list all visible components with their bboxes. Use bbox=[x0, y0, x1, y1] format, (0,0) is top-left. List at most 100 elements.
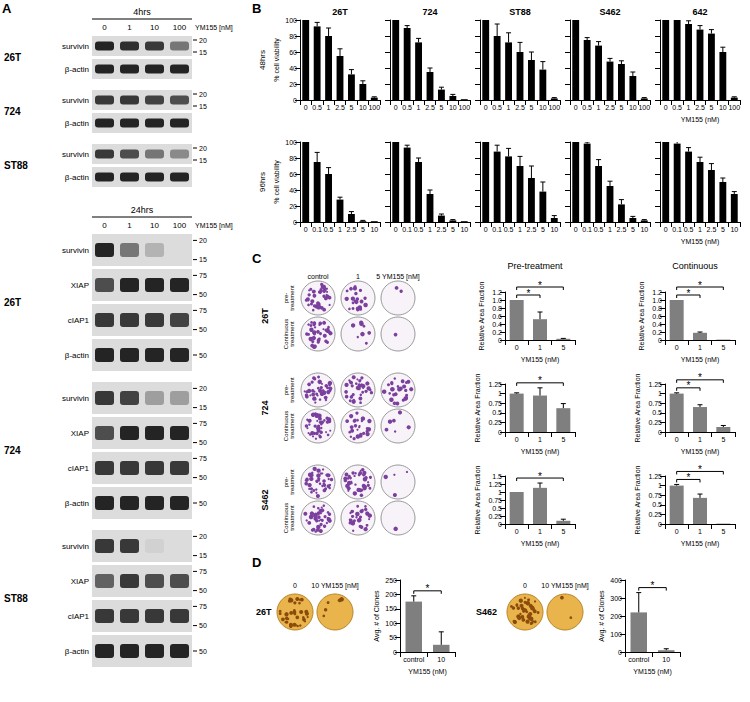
svg-text:0.1: 0.1 bbox=[672, 226, 682, 233]
svg-text:0.25: 0.25 bbox=[488, 513, 502, 520]
svg-text:10: 10 bbox=[460, 226, 468, 233]
svg-text:treatment: treatment bbox=[289, 285, 295, 311]
svg-text:20: 20 bbox=[289, 203, 297, 210]
svg-text:60: 60 bbox=[289, 171, 297, 178]
svg-text:15: 15 bbox=[199, 256, 207, 263]
svg-text:10: 10 bbox=[449, 104, 457, 111]
svg-text:β-actin: β-actin bbox=[65, 647, 89, 656]
svg-text:0: 0 bbox=[523, 582, 527, 589]
svg-text:1.25: 1.25 bbox=[488, 381, 502, 388]
svg-text:5: 5 bbox=[361, 226, 365, 233]
svg-text:Relative Area Fraction: Relative Area Fraction bbox=[634, 373, 641, 442]
svg-text:0.5: 0.5 bbox=[492, 104, 502, 111]
svg-text:Relative Area Fraction: Relative Area Fraction bbox=[474, 373, 481, 442]
svg-text:1: 1 bbox=[498, 489, 502, 496]
svg-text:0: 0 bbox=[304, 104, 308, 111]
svg-text:26T: 26T bbox=[256, 607, 272, 617]
svg-text:50: 50 bbox=[389, 634, 397, 641]
svg-text:0.1: 0.1 bbox=[582, 226, 592, 233]
svg-text:Pre-treatment: Pre-treatment bbox=[507, 261, 563, 271]
svg-text:treatment: treatment bbox=[289, 505, 295, 531]
svg-text:724: 724 bbox=[422, 7, 437, 17]
svg-text:75: 75 bbox=[199, 568, 207, 575]
svg-text:0.75: 0.75 bbox=[648, 492, 662, 499]
svg-text:0.6: 0.6 bbox=[492, 313, 502, 320]
svg-text:200: 200 bbox=[385, 591, 397, 598]
svg-text:1: 1 bbox=[658, 482, 662, 489]
svg-text:100: 100 bbox=[458, 104, 470, 111]
svg-text:0: 0 bbox=[664, 226, 668, 233]
svg-text:0.4: 0.4 bbox=[492, 321, 502, 328]
svg-text:1.25: 1.25 bbox=[488, 481, 502, 488]
svg-text:0.25: 0.25 bbox=[488, 419, 502, 426]
svg-text:1: 1 bbox=[338, 226, 342, 233]
svg-text:26T: 26T bbox=[4, 297, 21, 308]
svg-text:5: 5 bbox=[561, 528, 565, 535]
svg-text:2.5: 2.5 bbox=[695, 104, 705, 111]
svg-text:2.5: 2.5 bbox=[515, 104, 525, 111]
svg-text:100: 100 bbox=[285, 139, 297, 146]
svg-text:0.5: 0.5 bbox=[492, 505, 502, 512]
svg-text:26T: 26T bbox=[4, 52, 21, 63]
svg-text:S462: S462 bbox=[476, 607, 497, 617]
svg-text:0: 0 bbox=[498, 429, 502, 436]
svg-text:20: 20 bbox=[289, 81, 297, 88]
svg-text:200: 200 bbox=[610, 613, 622, 620]
svg-text:100: 100 bbox=[610, 631, 622, 638]
svg-text:0.5: 0.5 bbox=[492, 409, 502, 416]
svg-text:15: 15 bbox=[199, 103, 207, 110]
svg-text:*: * bbox=[538, 471, 542, 482]
svg-text:YM155 (nM): YM155 (nM) bbox=[681, 356, 720, 364]
svg-text:1: 1 bbox=[538, 528, 542, 535]
svg-text:80: 80 bbox=[289, 33, 297, 40]
svg-text:1.25: 1.25 bbox=[648, 473, 662, 480]
svg-text:75: 75 bbox=[199, 307, 207, 314]
svg-text:treatment: treatment bbox=[289, 469, 295, 495]
svg-text:YM155 (nM): YM155 (nM) bbox=[408, 668, 447, 676]
svg-text:XIAP: XIAP bbox=[71, 577, 89, 586]
svg-text:survivin: survivin bbox=[62, 42, 89, 51]
svg-text:1.0: 1.0 bbox=[492, 297, 502, 304]
svg-text:0: 0 bbox=[304, 226, 308, 233]
svg-text:% cell viability: % cell viability bbox=[273, 160, 281, 204]
svg-text:10 YM155 [nM]: 10 YM155 [nM] bbox=[541, 582, 588, 590]
svg-text:0: 0 bbox=[675, 436, 679, 443]
svg-text:0.8: 0.8 bbox=[492, 305, 502, 312]
svg-text:20: 20 bbox=[199, 385, 207, 392]
svg-text:YM155 (nM): YM155 (nM) bbox=[521, 540, 560, 548]
svg-text:20: 20 bbox=[199, 91, 207, 98]
svg-text:0.1: 0.1 bbox=[402, 226, 412, 233]
svg-text:1: 1 bbox=[698, 344, 702, 351]
svg-text:10: 10 bbox=[730, 226, 738, 233]
svg-text:0: 0 bbox=[293, 97, 297, 104]
svg-text:50: 50 bbox=[199, 587, 207, 594]
svg-text:15: 15 bbox=[199, 552, 207, 559]
svg-text:15: 15 bbox=[199, 157, 207, 164]
svg-text:C: C bbox=[252, 251, 262, 266]
svg-text:XIAP: XIAP bbox=[71, 281, 89, 290]
svg-text:10: 10 bbox=[640, 226, 648, 233]
svg-text:5: 5 bbox=[721, 344, 725, 351]
svg-text:2.5: 2.5 bbox=[605, 104, 615, 111]
svg-text:S462: S462 bbox=[260, 489, 270, 510]
svg-text:ST88: ST88 bbox=[509, 7, 531, 17]
svg-text:5: 5 bbox=[541, 226, 545, 233]
svg-text:*: * bbox=[426, 583, 430, 594]
svg-text:Relative Area Fraction: Relative Area Fraction bbox=[634, 465, 641, 534]
svg-text:5: 5 bbox=[721, 226, 725, 233]
svg-text:1: 1 bbox=[518, 226, 522, 233]
svg-text:0.75: 0.75 bbox=[488, 400, 502, 407]
svg-text:100: 100 bbox=[285, 17, 297, 24]
svg-text:0.75: 0.75 bbox=[488, 497, 502, 504]
svg-text:1: 1 bbox=[538, 344, 542, 351]
svg-text:100: 100 bbox=[368, 104, 380, 111]
svg-text:50: 50 bbox=[199, 648, 207, 655]
svg-text:75: 75 bbox=[199, 603, 207, 610]
svg-text:75: 75 bbox=[199, 272, 207, 279]
svg-text:100: 100 bbox=[173, 221, 187, 230]
svg-text:YM155 (nM): YM155 (nM) bbox=[681, 448, 720, 456]
svg-text:4hrs: 4hrs bbox=[133, 7, 151, 17]
svg-text:YM155 [nM]: YM155 [nM] bbox=[195, 24, 233, 32]
svg-text:50: 50 bbox=[199, 500, 207, 507]
svg-text:*: * bbox=[538, 375, 542, 386]
